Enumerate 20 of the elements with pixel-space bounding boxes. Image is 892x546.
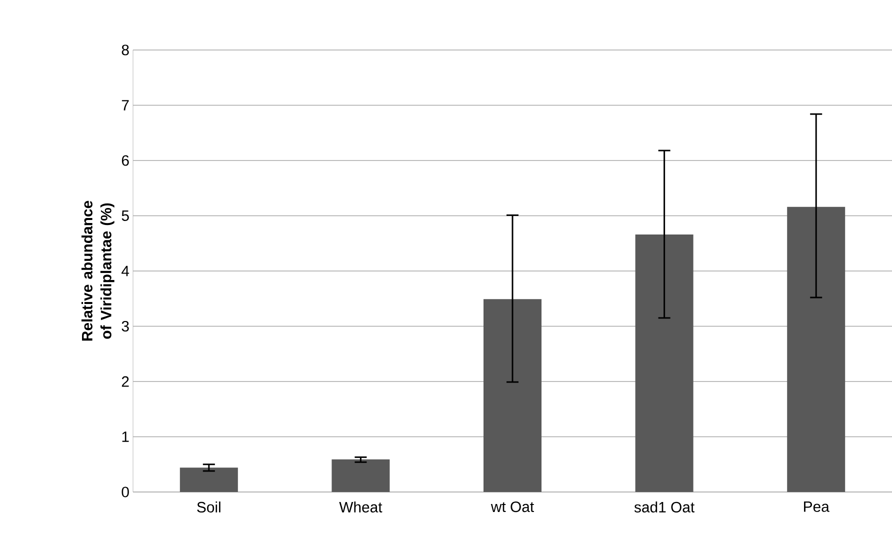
y-tick-label: 0 — [122, 486, 129, 498]
y-tick-label: 7 — [122, 100, 129, 110]
x-tick-label: Pea — [804, 502, 830, 512]
x-tick-label: wt Oat — [490, 502, 534, 512]
y-tick-label: 4 — [122, 266, 130, 276]
y-tick-label: 6 — [122, 155, 129, 166]
y-tick-label: 8 — [122, 44, 129, 56]
bar — [484, 299, 542, 492]
bar — [787, 206, 846, 492]
bar — [635, 234, 694, 492]
bar — [332, 459, 390, 492]
y-tick-label: 1 — [122, 432, 129, 442]
y-tick-label: 3 — [122, 320, 129, 332]
y-tick-label: 5 — [122, 210, 129, 221]
x-tick-label: Soil — [197, 502, 220, 512]
y-tick-label: 2 — [122, 376, 129, 387]
x-tick-label: sad1 Oat — [634, 502, 695, 512]
x-tick-label: Wheat — [339, 502, 382, 512]
bar — [180, 468, 238, 492]
y-axis-title: Relative abundance of Viridiplantae (%) — [81, 200, 114, 341]
